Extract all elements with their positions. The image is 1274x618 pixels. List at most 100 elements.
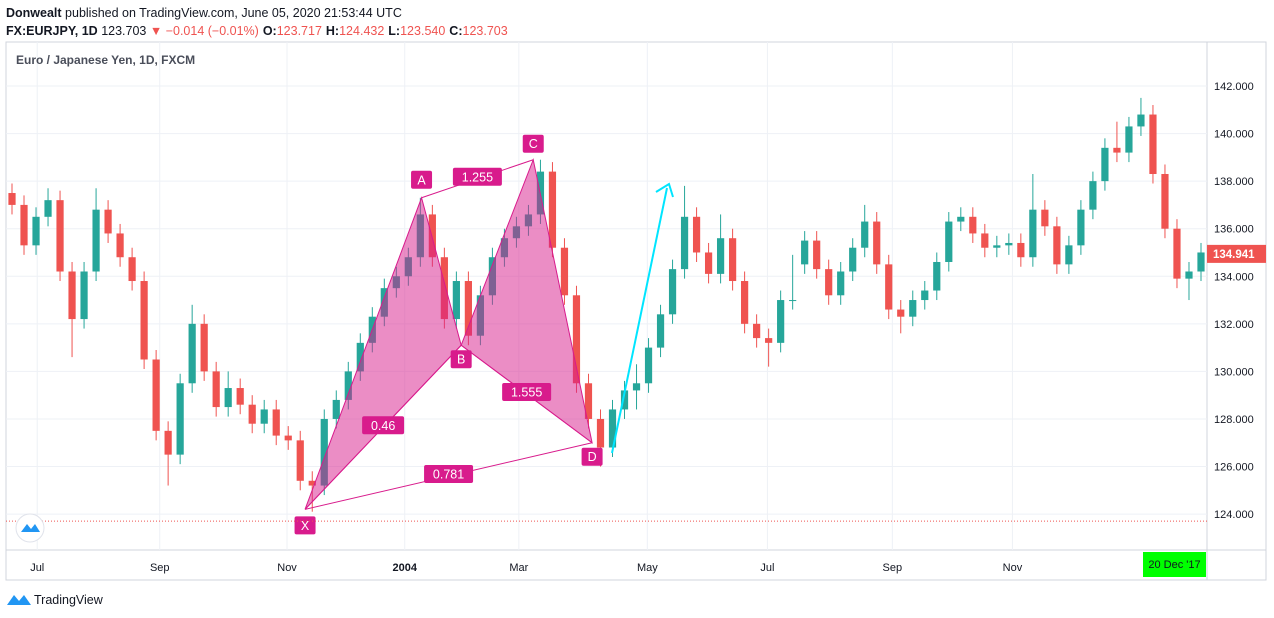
last-price-label: 134.941	[1213, 249, 1255, 261]
candle-body	[572, 295, 581, 384]
candle-body	[464, 281, 472, 336]
candle-body	[1005, 242, 1013, 246]
candle-body	[296, 440, 304, 481]
ratio-label: 0.46	[371, 419, 395, 433]
candle-body	[1113, 147, 1121, 153]
candle-body	[1017, 242, 1025, 258]
candle-body	[68, 271, 76, 320]
candle-body	[704, 252, 713, 274]
candle-body	[1029, 209, 1037, 258]
last-price-box	[1207, 244, 1266, 263]
arrow	[611, 187, 668, 454]
footer-logo	[7, 595, 31, 605]
candle-body	[344, 371, 352, 400]
x-tick-label: Sep	[150, 562, 170, 574]
ohlc-value: 124.432	[339, 24, 384, 38]
x-tick-label: Mar	[509, 562, 528, 574]
candle-body	[284, 435, 292, 441]
candle-body	[668, 269, 677, 315]
y-tick-label: 124.000	[1214, 509, 1254, 521]
last: 123.703	[101, 24, 146, 38]
x-tick-label: Sep	[883, 562, 903, 574]
publish-line: Donwealt published on TradingView.com, J…	[6, 6, 402, 20]
candle-body	[452, 281, 460, 320]
candle-body	[80, 271, 88, 320]
grid	[6, 42, 1207, 550]
candle-body	[957, 216, 965, 222]
candle-body	[801, 240, 809, 265]
x-tick-label: May	[637, 562, 658, 574]
candle-body	[164, 430, 172, 455]
candle-body	[104, 209, 112, 234]
point-label: D	[588, 450, 597, 464]
ratio-label-box	[502, 382, 552, 401]
candle-body	[1089, 181, 1097, 210]
harmonic-pattern: 1.255 0.46 1.555 0.781 X A B C D	[294, 134, 603, 535]
overlay: 134.941 20 Dec '17	[6, 244, 1266, 577]
point-label: A	[417, 173, 426, 187]
ratio-label-box	[362, 416, 405, 435]
candle-body	[789, 300, 797, 302]
point-label-box	[450, 350, 472, 369]
ohlc-value: 123.703	[463, 24, 508, 38]
ratio-label-box	[424, 465, 474, 484]
cursor-box	[1143, 552, 1206, 577]
candle-body	[260, 409, 268, 424]
point-label: B	[457, 353, 465, 367]
candle-body	[200, 323, 208, 372]
candle-body	[1077, 209, 1085, 246]
candle-body	[92, 209, 100, 272]
candle-body	[909, 300, 917, 317]
candle-body	[1041, 209, 1049, 227]
x-tick-label: Nov	[277, 562, 297, 574]
candle-body	[224, 388, 232, 408]
ohlc-label: O:	[263, 24, 277, 38]
candle-body	[188, 323, 196, 384]
candle-body	[921, 290, 929, 301]
chart-frame	[5, 41, 1267, 581]
candle-body	[945, 221, 953, 262]
candle-body	[320, 418, 328, 486]
candle-body	[56, 200, 64, 272]
candle-body	[849, 247, 857, 272]
point-label: X	[301, 519, 310, 533]
candle-body	[152, 359, 160, 431]
point-label-box	[522, 134, 544, 153]
candle-body	[1149, 114, 1157, 174]
ratio-label: 0.781	[433, 468, 464, 482]
candle-body	[596, 418, 605, 448]
y-tick-label: 142.000	[1214, 81, 1254, 93]
y-tick-label: 134.000	[1214, 271, 1254, 283]
candle-body	[1197, 252, 1205, 272]
candle-body	[20, 204, 28, 246]
candle-body	[861, 221, 869, 248]
candle-body	[1053, 226, 1061, 265]
y-tick-label: 128.000	[1214, 414, 1254, 426]
candle-body	[584, 383, 593, 419]
candle-body	[128, 257, 136, 282]
candle-body	[8, 193, 16, 205]
candle-body	[897, 309, 905, 317]
candle-body	[560, 247, 569, 296]
x-tick-label: Jul	[760, 562, 774, 574]
x-tick-label: 2004	[392, 562, 417, 574]
candle-body	[680, 216, 689, 270]
candle-body	[1065, 245, 1073, 265]
candle-body	[356, 342, 364, 372]
candle-body	[236, 388, 244, 405]
pattern-triangle	[304, 196, 462, 510]
candle-body	[548, 171, 557, 248]
x-tick-label: Jul	[30, 562, 44, 574]
candle-body	[1101, 147, 1109, 182]
candle-body	[140, 281, 148, 360]
logo-icon	[21, 524, 40, 532]
ohlc-label: L:	[388, 24, 400, 38]
candle-body	[332, 399, 340, 419]
candle-body	[765, 338, 773, 343]
x-tick-label: Nov	[1003, 562, 1023, 574]
candle-body	[885, 264, 893, 310]
point-label-box	[411, 170, 433, 189]
point-label: C	[529, 137, 538, 151]
symbol: FX:EURJPY, 1D	[6, 24, 98, 38]
